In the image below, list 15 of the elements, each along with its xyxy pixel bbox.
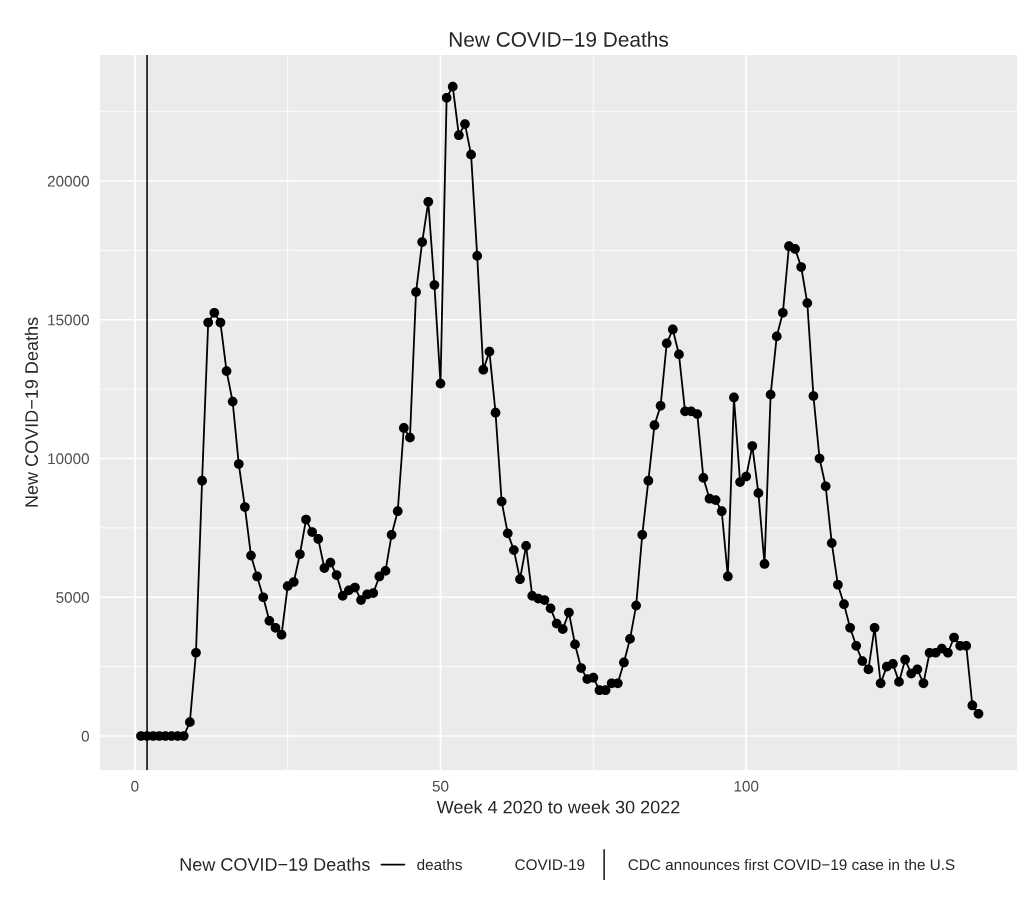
y-axis-title: New COVID−19 Deaths	[24, 317, 38, 507]
legend-title: New COVID−19 Deaths	[180, 857, 370, 871]
x-tick-label: 0	[131, 780, 139, 792]
x-tick-label: 100	[734, 780, 759, 792]
text: COVID-19	[515, 859, 585, 871]
x-tick-label: 50	[432, 780, 449, 792]
y-tick-label: 0	[81, 730, 89, 742]
y-tick-label: 10000	[48, 453, 89, 465]
legend-label: CDC announces first COVID−19 case in the U.S	[628, 858, 955, 871]
y-tick-label: 5000	[56, 592, 89, 603]
legend-label: deaths	[417, 858, 462, 871]
x-axis-title: Week 4 2020 to week 30 2022	[436, 800, 680, 814]
y-tick-label: 20000	[47, 175, 89, 187]
y-tick-label: 15000	[48, 314, 89, 326]
chart-title: New COVID−19 Deaths	[449, 31, 669, 47]
